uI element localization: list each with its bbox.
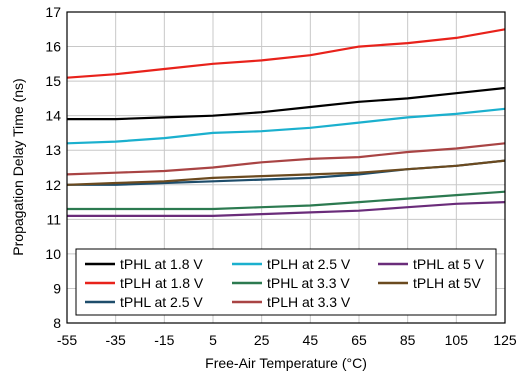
x-tick-label: 45 xyxy=(303,332,319,348)
legend-box xyxy=(75,248,497,316)
legend-label: tPHL at 1.8 V xyxy=(120,256,203,272)
x-tick-label: 25 xyxy=(254,332,270,348)
series-line xyxy=(66,142,506,176)
y-tick-label: 15 xyxy=(45,73,61,89)
series-line xyxy=(67,190,506,211)
y-tick-label: 12 xyxy=(45,177,61,193)
y-tick-label: 11 xyxy=(46,211,61,227)
series-line xyxy=(66,28,506,79)
plot-frame xyxy=(66,11,506,324)
legend: tPHL at 1.8 V tPLH at 2.5 V tPHL at 5 V tPL… xyxy=(75,248,497,316)
legend-label: tPLH at 5V xyxy=(413,275,481,291)
x-tick-label: 105 xyxy=(445,332,469,348)
y-tick-label: 9 xyxy=(53,280,61,296)
y-tick-label: 16 xyxy=(45,39,61,55)
y-axis-label: Propagation Delay Time (ns) xyxy=(10,78,26,255)
legend-label: tPHL at 3.3 V xyxy=(267,275,350,291)
x-axis-label: Free-Air Temperature (°C) xyxy=(205,355,367,371)
y-tick-label: 14 xyxy=(45,108,61,124)
x-tick-label: 125 xyxy=(493,332,517,348)
legend-label: tPLH at 1.8 V xyxy=(120,275,204,291)
x-tick-label: 65 xyxy=(351,332,367,348)
series-line xyxy=(66,159,506,186)
x-tick-label: -55 xyxy=(57,332,77,348)
series-line xyxy=(67,86,506,121)
y-tick-label: 8 xyxy=(53,315,61,331)
series-lines xyxy=(66,28,506,217)
y-axis-ticks: 8 9 10 11 12 13 14 15 16 17 xyxy=(45,4,61,331)
legend-label: tPHL at 5 V xyxy=(413,256,485,272)
x-tick-label: 85 xyxy=(400,332,416,348)
x-axis-ticks: -55 -35 -15 5 25 45 65 85 105 125 xyxy=(57,332,517,348)
y-tick-label: 17 xyxy=(45,4,61,20)
y-tick-label: 10 xyxy=(45,246,61,262)
legend-label: tPLH at 3.3 V xyxy=(267,294,351,310)
x-tick-label: 5 xyxy=(209,332,217,348)
legend-label: tPHL at 2.5 V xyxy=(120,294,203,310)
y-tick-label: 13 xyxy=(45,142,61,158)
series-line xyxy=(67,201,506,217)
series-line xyxy=(66,107,506,145)
x-tick-label: -35 xyxy=(106,332,126,348)
legend-label: tPLH at 2.5 V xyxy=(267,256,351,272)
x-tick-label: -15 xyxy=(154,332,174,348)
